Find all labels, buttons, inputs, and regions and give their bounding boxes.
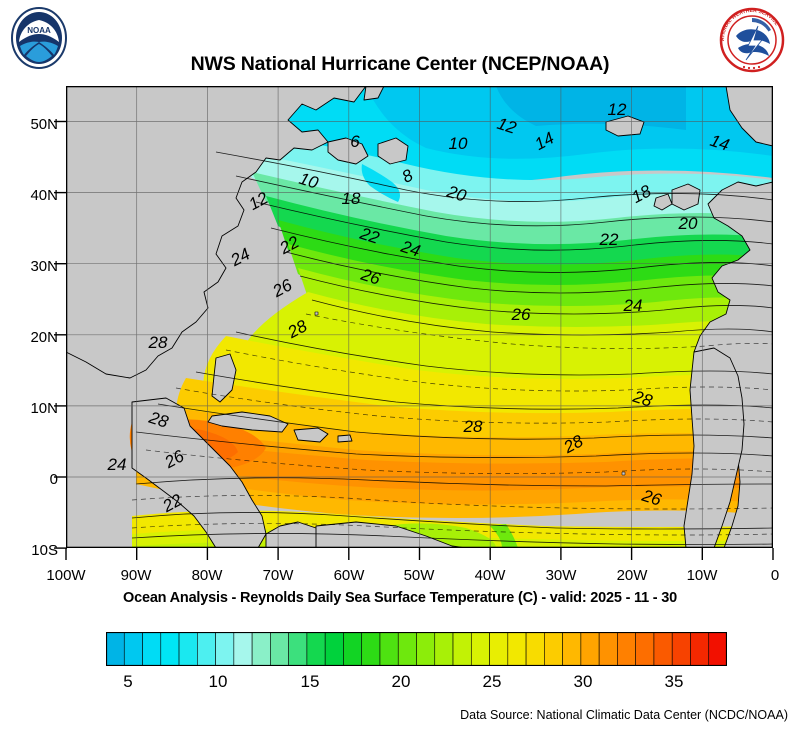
colorbar-cell bbox=[123, 632, 143, 666]
colorbar-cell bbox=[178, 632, 198, 666]
contour-label: 12 bbox=[608, 100, 627, 119]
y-tick-40N: 40N bbox=[30, 187, 58, 204]
data-source-note: Data Source: National Climatic Data Cent… bbox=[460, 708, 788, 722]
colorbar-cell bbox=[361, 632, 381, 666]
colorbar-cell bbox=[270, 632, 289, 666]
colorbar-cell bbox=[215, 632, 235, 666]
colorbar-cell bbox=[379, 632, 399, 666]
contour-label: 10 bbox=[449, 134, 468, 153]
colorbar-cell bbox=[106, 632, 125, 666]
colorbar bbox=[106, 632, 727, 666]
colorbar-cell bbox=[617, 632, 636, 666]
contour-label: 28 bbox=[463, 417, 483, 436]
colorbar-cell bbox=[671, 632, 691, 666]
colorbar-tick-10: 10 bbox=[208, 672, 228, 691]
x-tick-0: 0 bbox=[770, 567, 780, 584]
x-tick-60W: 60W bbox=[333, 567, 365, 584]
contour-label: 24 bbox=[623, 296, 643, 315]
colorbar-cell bbox=[197, 632, 216, 666]
colorbar-cell bbox=[690, 632, 710, 666]
y-tick-50N: 50N bbox=[30, 116, 58, 133]
colorbar-tick-20: 20 bbox=[391, 672, 411, 691]
colorbar-tick-25: 25 bbox=[482, 672, 502, 691]
x-tick-20W: 20W bbox=[616, 567, 648, 584]
colorbar-tick-15: 15 bbox=[300, 672, 320, 691]
colorbar-cell bbox=[251, 632, 271, 666]
contour-label: 26 bbox=[511, 305, 531, 324]
colorbar-cell bbox=[507, 632, 527, 666]
x-tick-40W: 40W bbox=[474, 567, 506, 584]
x-tick-50W: 50W bbox=[403, 567, 435, 584]
colorbar-cell bbox=[397, 632, 417, 666]
x-tick-30W: 30W bbox=[545, 567, 577, 584]
colorbar-cell bbox=[233, 632, 253, 666]
colorbar-cell bbox=[708, 632, 727, 666]
colorbar-cell bbox=[306, 632, 326, 666]
y-tick-marks bbox=[54, 120, 67, 549]
colorbar-cell bbox=[343, 632, 363, 666]
colorbar-cell bbox=[434, 632, 454, 666]
contour-label: 6 bbox=[350, 132, 360, 151]
svg-text:NOAA: NOAA bbox=[27, 26, 51, 35]
y-tick-10S: 10S bbox=[31, 542, 58, 559]
colorbar-cell bbox=[580, 632, 600, 666]
colorbar-cell bbox=[288, 632, 308, 666]
contour-label: 14 bbox=[708, 131, 732, 155]
x-tick-100W: 100W bbox=[46, 567, 86, 584]
contour-label: 28 bbox=[148, 333, 168, 352]
y-tick-0: 0 bbox=[49, 471, 58, 488]
x-tick-marks bbox=[65, 548, 774, 560]
colorbar-cell bbox=[562, 632, 582, 666]
nws-logo: NATIONAL WEATHER SERVICE bbox=[716, 2, 786, 74]
colorbar-cell bbox=[489, 632, 509, 666]
colorbar-cell bbox=[653, 632, 673, 666]
sst-map: 6 8 10 10 12 12 12 14 14 18 18 20 20 22 22 22 24 24 24 26 26… bbox=[30, 86, 779, 584]
colorbar-tick-30: 30 bbox=[573, 672, 593, 691]
x-tick-90W: 90W bbox=[120, 567, 152, 584]
colorbar-cell bbox=[470, 632, 490, 666]
colorbar-cell bbox=[416, 632, 436, 666]
colorbar-tick-35: 35 bbox=[664, 672, 684, 691]
colorbar-cell bbox=[598, 632, 618, 666]
colorbar-tick-5: 5 bbox=[123, 672, 133, 691]
colorbar-cell bbox=[635, 632, 655, 666]
colorbar-cell bbox=[544, 632, 563, 666]
contour-label: 22 bbox=[599, 230, 619, 249]
x-tick-10W: 10W bbox=[686, 567, 718, 584]
contour-label: 18 bbox=[342, 189, 361, 208]
colorbar-cell bbox=[452, 632, 472, 666]
x-tick-70W: 70W bbox=[262, 567, 294, 584]
contour-label: 24 bbox=[107, 455, 127, 474]
colorbar-cell bbox=[160, 632, 180, 666]
x-tick-80W: 80W bbox=[191, 567, 223, 584]
y-tick-20N: 20N bbox=[30, 329, 58, 346]
colorbar-cell bbox=[324, 632, 344, 666]
y-tick-30N: 30N bbox=[30, 258, 58, 275]
y-tick-10N: 10N bbox=[30, 400, 58, 417]
colorbar-cell bbox=[525, 632, 545, 666]
page-title: NWS National Hurricane Center (NCEP/NOAA… bbox=[190, 53, 610, 75]
colorbar-cell bbox=[142, 632, 162, 666]
noaa-logo: NOAA bbox=[8, 6, 70, 70]
chart-subtitle: Ocean Analysis - Reynolds Daily Sea Surf… bbox=[123, 590, 677, 606]
contour-label: 20 bbox=[678, 214, 698, 233]
